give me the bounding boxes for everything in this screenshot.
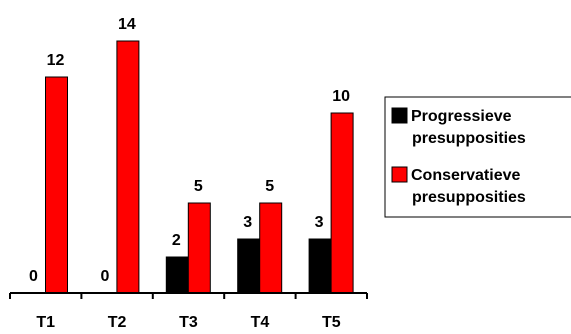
data-label: 5: [194, 178, 203, 195]
data-label: 0: [100, 268, 109, 285]
plot-area: 0 12 0 14 2 5 3 5 3 10: [29, 16, 354, 294]
legend: Progressieve presupposities Conservatieve p…: [384, 96, 571, 218]
bar-conservatieve-t4: [259, 202, 283, 294]
data-label: 14: [118, 16, 136, 33]
bar-progressieve-t4: [237, 238, 261, 294]
data-label: 3: [315, 214, 324, 231]
data-label: 12: [47, 52, 65, 69]
legend-label: Progressieve: [411, 108, 512, 125]
bar-progressieve-t3: [165, 256, 189, 294]
legend-label: presupposities: [412, 189, 526, 206]
x-tick-label: T2: [108, 314, 127, 331]
data-label: 0: [29, 268, 38, 285]
x-tick-label: T1: [36, 314, 55, 331]
x-tick-label: T4: [251, 314, 270, 331]
bar-conservatieve-t5: [330, 112, 354, 294]
x-tick-label: T5: [322, 314, 341, 331]
x-tick-label: T3: [179, 314, 198, 331]
x-axis-ticks: T1 T2 T3 T4 T5: [9, 293, 368, 331]
legend-label: presupposities: [412, 130, 526, 147]
data-label: 3: [243, 214, 252, 231]
bar-conservatieve-t2: [116, 40, 140, 294]
bar-conservatieve-t3: [187, 202, 211, 294]
legend-swatch: [391, 166, 408, 183]
bar-progressieve-t5: [308, 238, 332, 294]
legend-swatch: [391, 107, 408, 124]
data-label: 5: [265, 178, 274, 195]
legend-label: Conservatieve: [411, 167, 520, 184]
legend-frame: [384, 96, 571, 218]
data-label: 10: [332, 88, 350, 105]
data-label: 2: [172, 232, 181, 249]
bar-conservatieve-t1: [45, 76, 68, 294]
